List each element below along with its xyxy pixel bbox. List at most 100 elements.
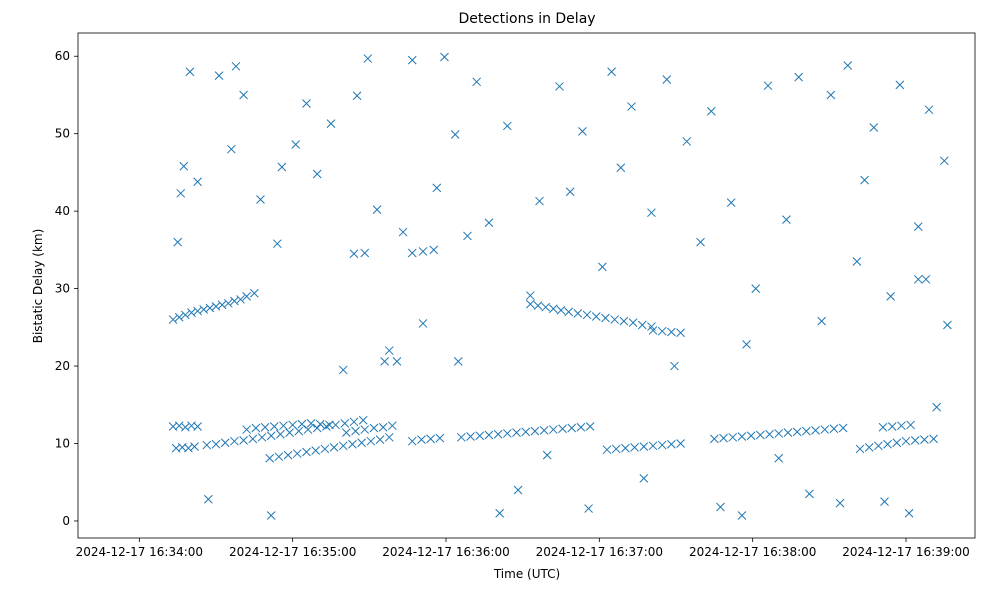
- data-point: [696, 237, 705, 247]
- data-point: [463, 231, 472, 241]
- data-point: [637, 320, 647, 330]
- data-point: [904, 508, 914, 518]
- data-point: [242, 425, 252, 434]
- data-point: [349, 417, 359, 427]
- data-point: [929, 434, 938, 444]
- y-tick-label: 10: [55, 437, 70, 451]
- data-point: [541, 302, 551, 312]
- data-point: [380, 357, 390, 366]
- data-point: [939, 156, 949, 166]
- chart-title: Detections in Delay: [458, 11, 595, 27]
- data-point: [199, 305, 209, 314]
- data-point: [378, 422, 388, 432]
- data-point: [349, 249, 359, 259]
- data-point: [363, 54, 373, 63]
- data-point: [338, 365, 348, 375]
- data-point: [826, 90, 836, 100]
- data-point: [852, 257, 862, 266]
- data-point: [737, 432, 747, 441]
- data-point: [274, 452, 284, 462]
- data-point: [306, 419, 316, 428]
- data-point: [360, 248, 370, 258]
- data-point: [607, 67, 616, 77]
- data-point: [288, 420, 298, 430]
- data-point: [657, 440, 667, 450]
- data-point: [621, 443, 630, 453]
- data-point: [573, 309, 583, 318]
- data-point: [906, 420, 915, 430]
- data-point: [555, 82, 564, 91]
- data-point: [407, 55, 417, 65]
- data-point: [211, 302, 221, 311]
- data-point: [384, 346, 394, 355]
- data-point: [266, 431, 276, 441]
- data-point: [277, 162, 287, 172]
- data-point: [567, 423, 577, 433]
- data-point: [249, 288, 259, 298]
- data-point: [755, 430, 765, 440]
- data-point: [168, 315, 178, 324]
- data-point: [239, 90, 248, 100]
- data-point: [558, 424, 567, 434]
- data-point: [591, 312, 601, 321]
- data-point: [525, 291, 535, 300]
- y-tick-label: 20: [55, 359, 70, 373]
- data-point: [525, 299, 535, 309]
- data-point: [475, 431, 485, 441]
- data-point: [340, 419, 350, 428]
- data-point: [502, 121, 512, 131]
- data-point: [484, 430, 494, 440]
- y-axis-label: Bistatic Delay (km): [31, 229, 45, 344]
- data-point: [548, 425, 558, 434]
- y-axis: 0 10 20 30 40 50 60: [55, 49, 78, 528]
- data-point: [783, 428, 793, 438]
- data-point: [648, 441, 658, 451]
- data-point: [676, 439, 685, 448]
- data-point: [251, 423, 261, 433]
- data-point: [706, 106, 716, 116]
- data-point: [716, 502, 725, 512]
- data-point: [892, 438, 902, 448]
- y-tick-label: 0: [62, 514, 70, 528]
- data-point: [312, 169, 322, 179]
- data-point: [398, 227, 408, 237]
- data-point: [628, 318, 638, 328]
- data-point: [670, 361, 679, 371]
- data-point: [667, 327, 676, 337]
- data-point: [320, 444, 330, 454]
- data-point: [533, 301, 543, 310]
- data-point: [782, 215, 791, 225]
- data-point: [214, 71, 224, 80]
- x-tick-label: 2024-12-17 16:39:00: [842, 545, 969, 559]
- data-point: [351, 426, 360, 436]
- data-point: [751, 284, 761, 293]
- data-point: [220, 438, 230, 448]
- data-point: [392, 357, 402, 366]
- data-point: [576, 422, 586, 432]
- data-point: [662, 75, 672, 84]
- data-point: [860, 175, 869, 185]
- data-point: [610, 315, 620, 324]
- data-point: [943, 320, 952, 330]
- data-point: [521, 427, 531, 437]
- data-point: [585, 422, 595, 431]
- data-point: [737, 511, 747, 520]
- data-point: [179, 161, 189, 171]
- data-point: [530, 426, 540, 436]
- y-tick-label: 50: [55, 127, 70, 141]
- data-point: [542, 450, 552, 460]
- data-point: [512, 428, 521, 438]
- data-point: [450, 130, 460, 139]
- data-point: [627, 102, 636, 111]
- data-point: [667, 439, 676, 449]
- data-point: [231, 61, 241, 71]
- data-point: [315, 419, 325, 429]
- data-point: [193, 177, 202, 187]
- x-tick-label: 2024-12-17 16:36:00: [382, 545, 509, 559]
- data-point: [418, 319, 428, 328]
- data-point: [176, 188, 186, 198]
- data-point: [564, 307, 574, 317]
- data-point: [880, 497, 889, 506]
